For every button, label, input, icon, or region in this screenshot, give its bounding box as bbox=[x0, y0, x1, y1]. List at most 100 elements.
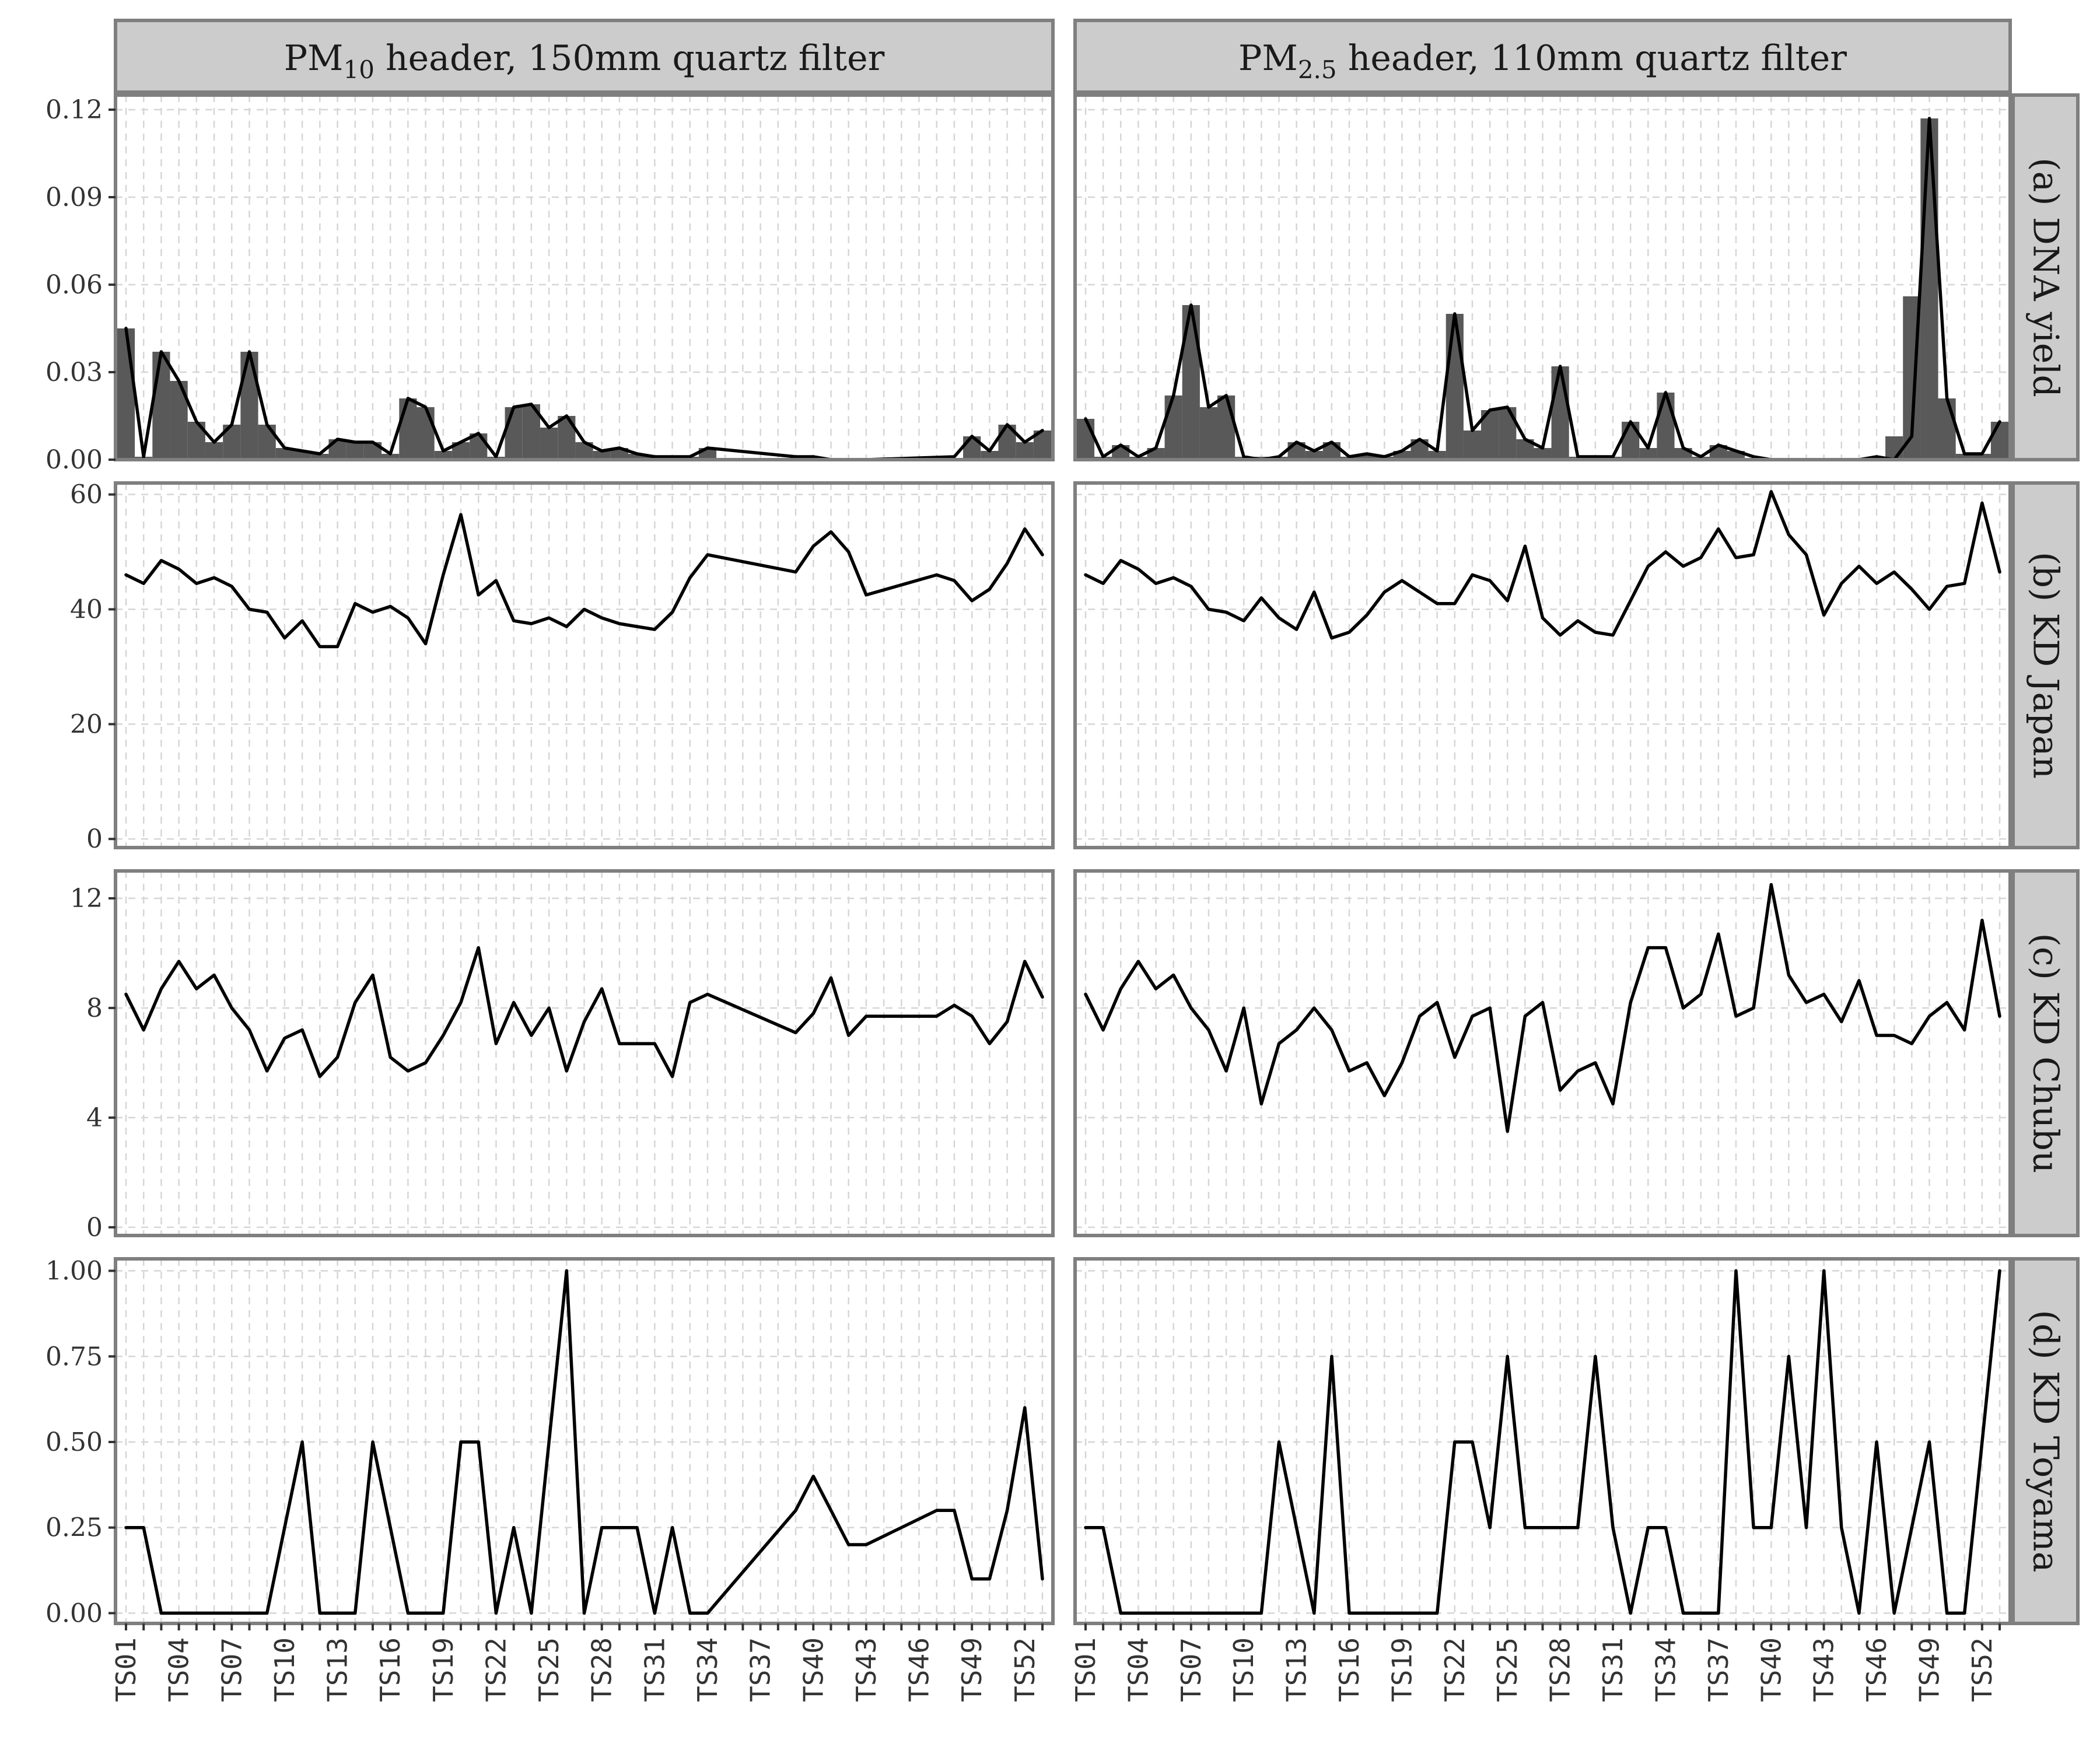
x-tick-label: TS31 bbox=[1597, 1637, 1629, 1702]
series-line-c-kd-chubu-pm25 bbox=[1084, 883, 2001, 1133]
bar-ts25 bbox=[1499, 407, 1517, 460]
x-tick-label: TS43 bbox=[1808, 1637, 1840, 1702]
bar-ts12 bbox=[311, 454, 329, 460]
column-title-suffix: header, 150mm quartz filter bbox=[374, 38, 885, 79]
column-title-prefix: PM bbox=[284, 38, 344, 79]
bar-ts03 bbox=[152, 352, 170, 460]
y-tick-label: 0.03 bbox=[46, 358, 103, 387]
bar-ts08 bbox=[1199, 407, 1218, 460]
x-tick-label: TS46 bbox=[1861, 1637, 1892, 1702]
bar-ts22 bbox=[1446, 314, 1464, 460]
x-tick-label: TS01 bbox=[110, 1637, 142, 1702]
x-tick-label: TS10 bbox=[269, 1637, 300, 1702]
series-line-c-kd-chubu-pm10 bbox=[124, 946, 1044, 1079]
row-strip-a-dna-yield bbox=[2011, 93, 2080, 461]
bar-ts34 bbox=[1657, 393, 1675, 460]
bar-ts01 bbox=[1076, 419, 1095, 460]
bar-ts23 bbox=[1463, 430, 1482, 460]
x-tick-label: TS37 bbox=[1703, 1637, 1734, 1702]
column-strip-pm25 bbox=[1073, 19, 2012, 94]
y-tick-label: 40 bbox=[70, 595, 103, 625]
x-tick-label: TS43 bbox=[850, 1637, 882, 1702]
panel-border bbox=[1073, 481, 2012, 849]
x-tick-label: TS16 bbox=[1334, 1637, 1365, 1702]
column-title-pm25: PM2.5 header, 110mm quartz filter bbox=[1238, 38, 1847, 84]
panel-border bbox=[1073, 869, 2012, 1237]
y-tick-label: 0.00 bbox=[46, 1598, 103, 1628]
series-line-b-kd-japan-pm10 bbox=[124, 513, 1044, 649]
y-tick-label: 0 bbox=[86, 824, 103, 854]
bar-ts25 bbox=[540, 428, 558, 460]
x-tick-label: TS01 bbox=[1070, 1637, 1101, 1702]
bar-ts10 bbox=[275, 448, 294, 460]
row-strip-b-kd-japan bbox=[2011, 481, 2080, 849]
x-tick-label: TS52 bbox=[1009, 1637, 1041, 1702]
bar-ts14 bbox=[1305, 451, 1323, 460]
bar-ts07 bbox=[1182, 305, 1200, 460]
y-tick-label: 0.75 bbox=[46, 1342, 103, 1371]
column-title-pm10: PM10 header, 150mm quartz filter bbox=[284, 38, 885, 84]
x-tick-label: TS22 bbox=[480, 1637, 512, 1702]
x-tick-label: TS49 bbox=[956, 1637, 988, 1702]
bar-ts27 bbox=[1534, 448, 1552, 460]
bar-ts28 bbox=[593, 451, 611, 460]
y-tick-label: 20 bbox=[70, 709, 103, 739]
row-label-c-kd-chubu: (c) KD Chubu bbox=[2025, 933, 2066, 1174]
x-tick-label: TS28 bbox=[586, 1637, 618, 1702]
row-label-a-dna-yield: (a) DNA yield bbox=[2025, 158, 2066, 397]
bar-ts23 bbox=[505, 407, 523, 460]
row-label-b-kd-japan: (b) KD Japan bbox=[2025, 552, 2066, 779]
bar-ts49 bbox=[1920, 118, 1938, 460]
y-tick-label: 4 bbox=[86, 1103, 103, 1133]
panel-c-kd-chubu-pm10: 0 4 8 12 bbox=[70, 869, 1055, 1242]
x-tick-label: TS10 bbox=[1228, 1637, 1259, 1702]
bar-ts06 bbox=[1164, 396, 1182, 460]
x-tick-label: TS07 bbox=[216, 1637, 247, 1702]
y-tick-label: 0.09 bbox=[46, 183, 103, 212]
panel-d-kd-toyama-pm10: 0.00 0.25 0.50 0.75 1.00 TS01 TS04 TS07 TS10 TS13… bbox=[46, 1256, 1055, 1702]
y-tick-label: 0.12 bbox=[46, 95, 103, 125]
series-line-b-kd-japan-pm25 bbox=[1084, 490, 2001, 640]
bar-ts19 bbox=[434, 451, 452, 460]
bar-ts47 bbox=[1885, 436, 1903, 460]
bar-ts30 bbox=[628, 454, 646, 460]
y-tick-label: 0.25 bbox=[46, 1513, 103, 1543]
y-tick-label: 12 bbox=[70, 884, 103, 914]
bar-ts50 bbox=[1938, 398, 1956, 460]
column-title-subscript: 10 bbox=[344, 55, 374, 84]
y-tick-label: 0.00 bbox=[46, 445, 103, 475]
panel-d-kd-toyama-pm25: TS01 TS04 TS07 TS10 TS13 TS16 TS19 TS22 TS25 TS28… bbox=[1070, 1257, 2012, 1702]
bar-ts28 bbox=[1551, 366, 1569, 460]
x-tick-label: TS25 bbox=[1492, 1637, 1523, 1702]
row-label-d-kd-toyama: (d) KD Toyama bbox=[2025, 1310, 2066, 1572]
panel-a-dna-yield-pm10: 0.00 0.03 0.06 0.09 0.12 bbox=[46, 93, 1055, 475]
x-tick-label: TS40 bbox=[797, 1637, 829, 1702]
x-tick-label: TS07 bbox=[1175, 1637, 1207, 1702]
bar-ts32 bbox=[1622, 422, 1640, 460]
y-tick-label: 1.00 bbox=[46, 1256, 103, 1286]
bar-ts17 bbox=[399, 398, 417, 460]
x-tick-label: TS16 bbox=[374, 1637, 406, 1702]
panel-border bbox=[114, 869, 1055, 1237]
x-tick-label: TS37 bbox=[745, 1637, 776, 1702]
bar-ts33 bbox=[1639, 448, 1657, 460]
x-tick-label: TS34 bbox=[692, 1637, 723, 1702]
x-tick-label: TS22 bbox=[1439, 1637, 1471, 1702]
x-tick-label: TS19 bbox=[1386, 1637, 1418, 1702]
x-tick-label: TS31 bbox=[639, 1637, 670, 1702]
bar-ts51 bbox=[1955, 454, 1973, 460]
x-tick-label: TS04 bbox=[163, 1637, 195, 1702]
series-line-d-kd-toyama-pm10 bbox=[124, 1269, 1044, 1615]
bar-ts17 bbox=[1358, 454, 1376, 460]
y-tick-label: 60 bbox=[70, 480, 103, 510]
x-tick-label: TS34 bbox=[1650, 1637, 1681, 1702]
panel-border bbox=[114, 481, 1055, 849]
bar-ts18 bbox=[416, 407, 435, 460]
x-tick-label: TS49 bbox=[1913, 1637, 1945, 1702]
x-tick-label: TS46 bbox=[904, 1637, 935, 1702]
panel-border bbox=[114, 93, 1055, 461]
x-tick-label: TS52 bbox=[1966, 1637, 1998, 1702]
column-title-prefix: PM bbox=[1238, 38, 1298, 79]
bar-ts08 bbox=[240, 352, 258, 460]
